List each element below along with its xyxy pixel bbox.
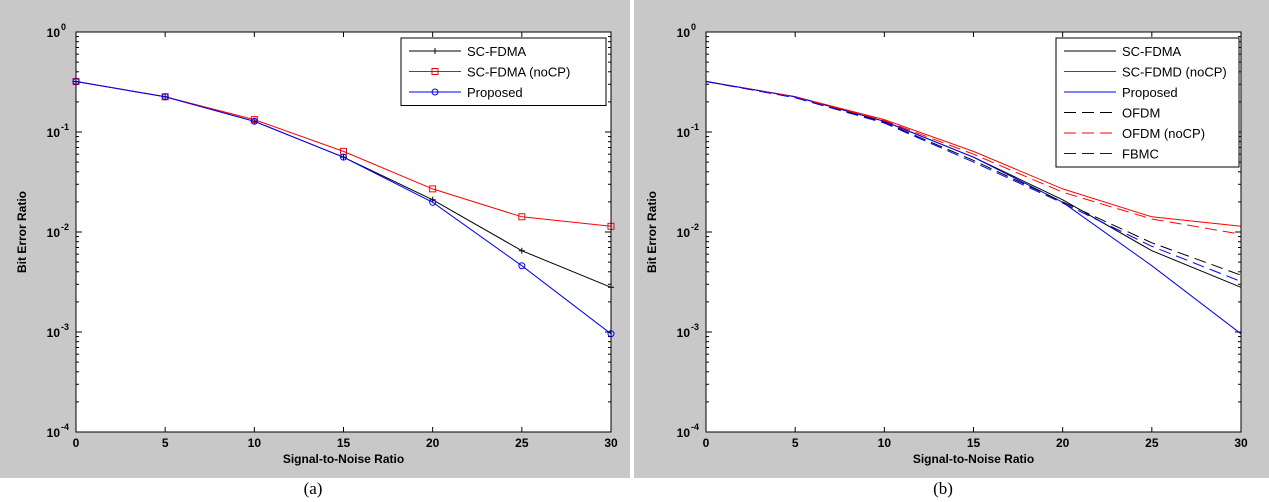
chart-b-legend-box	[1055, 37, 1240, 168]
chart-b-xtick-label: 30	[1234, 436, 1248, 450]
chart-b-xtick-label: 0	[703, 436, 710, 450]
chart-b-xtick-label: 15	[967, 436, 981, 450]
chart-a-y-axis-label: Bit Error Ratio	[15, 191, 29, 273]
chart-b-xtick-label: 20	[1056, 436, 1070, 450]
chart-b-series-line-5	[705, 81, 1242, 282]
chart-b-legend-label-5: FBMC	[1122, 147, 1159, 162]
chart-a-legend-marker-2	[431, 88, 439, 96]
chart-b-legend-label-4: OFDM (noCP)	[1122, 126, 1205, 141]
chart-a-legend-marker-0	[432, 48, 438, 54]
chart-a-x-axis-label: Signal-to-Noise Ratio	[283, 452, 404, 466]
chart-a-legend-label-0: SC-FDMA	[467, 44, 527, 59]
chart-b-ytick-exponent: -3	[691, 322, 699, 332]
chart-a-series-line-2	[75, 81, 612, 335]
chart-b-ytick-exponent: 0	[691, 22, 696, 32]
chart-b-ytick-label: 10	[677, 226, 691, 240]
chart-a-xtick-label: 15	[337, 436, 351, 450]
chart-b-ytick-exponent: -1	[691, 122, 699, 132]
chart-a-ytick-exponent: 0	[61, 22, 66, 32]
chart-panel-b: 0 5 10 15 20 25 30 10 0 10 -1 10 -2 10 -3 10 -4 Signal-to…	[634, 0, 1269, 478]
chart-b-legend-label-0: SC-FDMA	[1122, 44, 1182, 59]
chart-a-ytick-label: 10	[47, 226, 61, 240]
chart-panel-a: 0 5 10 15 20 25 30 10 0 10 -1 10 -2 10 -3 10 -4 Signal-to…	[0, 0, 630, 478]
chart-b-ytick-label: 10	[677, 126, 691, 140]
chart-b-series-line-4	[705, 81, 1242, 235]
caption-a: (a)	[303, 479, 323, 498]
chart-a-point-2	[161, 93, 169, 101]
chart-a-xtick-label: 25	[515, 436, 529, 450]
chart-b-ytick-label: 10	[677, 426, 691, 440]
chart-a-xtick-label: 30	[604, 436, 618, 450]
chart-a-ytick-exponent: -1	[61, 122, 69, 132]
chart-a-xtick-label: 10	[248, 436, 262, 450]
chart-a-ytick-exponent: -3	[61, 322, 69, 332]
chart-a-legend-label-2: Proposed	[467, 85, 523, 100]
chart-a-legend-label-1: SC-FDMA (noCP)	[467, 65, 570, 80]
chart-b-legend-label-3: OFDM	[1122, 106, 1160, 121]
chart-b-axes-frame	[705, 31, 1242, 433]
chart-a-ytick-label: 10	[47, 26, 61, 40]
chart-a-ytick-exponent: -4	[61, 422, 69, 432]
chart-b-xtick-label: 10	[878, 436, 892, 450]
chart-b-ytick-label: 10	[677, 326, 691, 340]
chart-a-point-2	[250, 117, 258, 125]
caption-b: (b)	[933, 479, 953, 498]
chart-a-xtick-label: 20	[426, 436, 440, 450]
chart-a-point-1	[429, 185, 437, 193]
chart-b-y-axis-label: Bit Error Ratio	[645, 191, 659, 273]
chart-b-ytick-exponent: -2	[691, 222, 699, 232]
chart-a-ytick-label: 10	[47, 326, 61, 340]
chart-a-xtick-label: 0	[73, 436, 80, 450]
chart-a-legend-marker-1	[431, 68, 439, 75]
chart-a-ytick-label: 10	[47, 126, 61, 140]
chart-b-x-axis-label: Signal-to-Noise Ratio	[913, 452, 1034, 466]
chart-a-point-1	[518, 213, 526, 221]
chart-b-ytick-label: 10	[677, 26, 691, 40]
chart-b-xtick-label: 5	[792, 436, 799, 450]
chart-a-xtick-label: 5	[162, 436, 169, 450]
chart-b-legend-label-2: Proposed	[1122, 85, 1178, 100]
chart-a-point-2	[340, 153, 347, 161]
chart-b-xtick-label: 25	[1145, 436, 1159, 450]
chart-a-axes-frame	[75, 31, 612, 433]
chart-a-point-2	[429, 198, 437, 206]
chart-a-point-2	[518, 262, 526, 270]
chart-b-ytick-exponent: -4	[691, 422, 699, 432]
chart-a-ytick-label: 10	[47, 426, 61, 440]
chart-a-ytick-exponent: -2	[61, 222, 69, 232]
chart-b-legend-label-1: SC-FDMD (noCP)	[1122, 65, 1227, 80]
chart-a-point-0	[518, 247, 525, 254]
